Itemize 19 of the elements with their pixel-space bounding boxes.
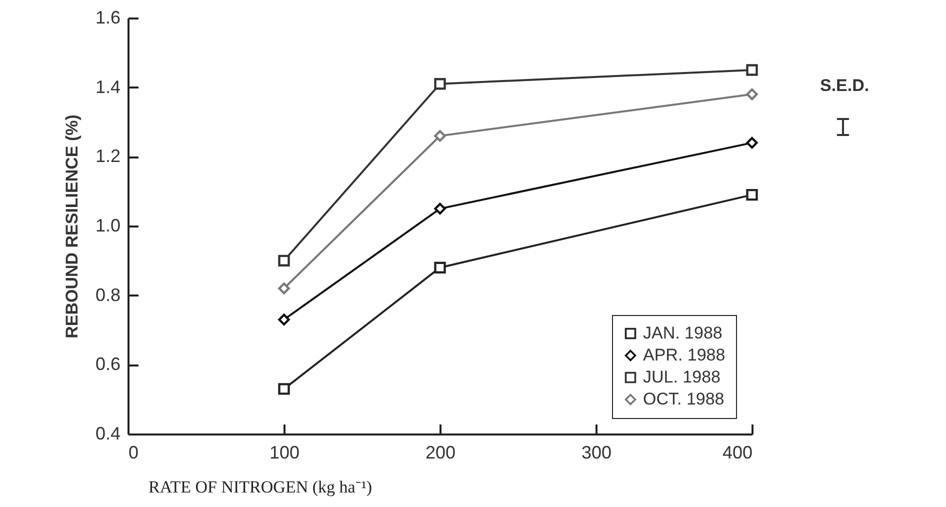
x-tick-label: 100 [269,442,300,462]
y-tick-label: 0.8 [95,284,120,305]
y-tick-label: 1.6 [95,8,120,28]
legend-label: JAN. 1988 [643,324,722,342]
text: S.E.D. [820,76,870,96]
y-tick-label: 1.4 [95,76,120,97]
x-tick-label: 0 [128,442,139,462]
y-tick-label: 1.2 [95,146,120,166]
y-tick-label: 0.4 [95,424,120,444]
legend-label: OCT. 1988 [643,390,724,408]
x-tick-label: 200 [425,442,456,462]
y-tick-label: 0.6 [95,354,120,374]
x-axis-title: RATE OF NITROGEN (kg ha⁻¹) [148,478,372,496]
y-tick-label: 1.0 [95,216,120,236]
legend-label: JUL. 1988 [643,368,720,386]
x-tick-label: 400 [722,442,752,462]
y-axis-title: REBOUND RESILIENCE (%) [62,114,82,338]
x-tick-label: 300 [581,442,612,462]
legend-label: APR. 1988 [643,346,726,364]
